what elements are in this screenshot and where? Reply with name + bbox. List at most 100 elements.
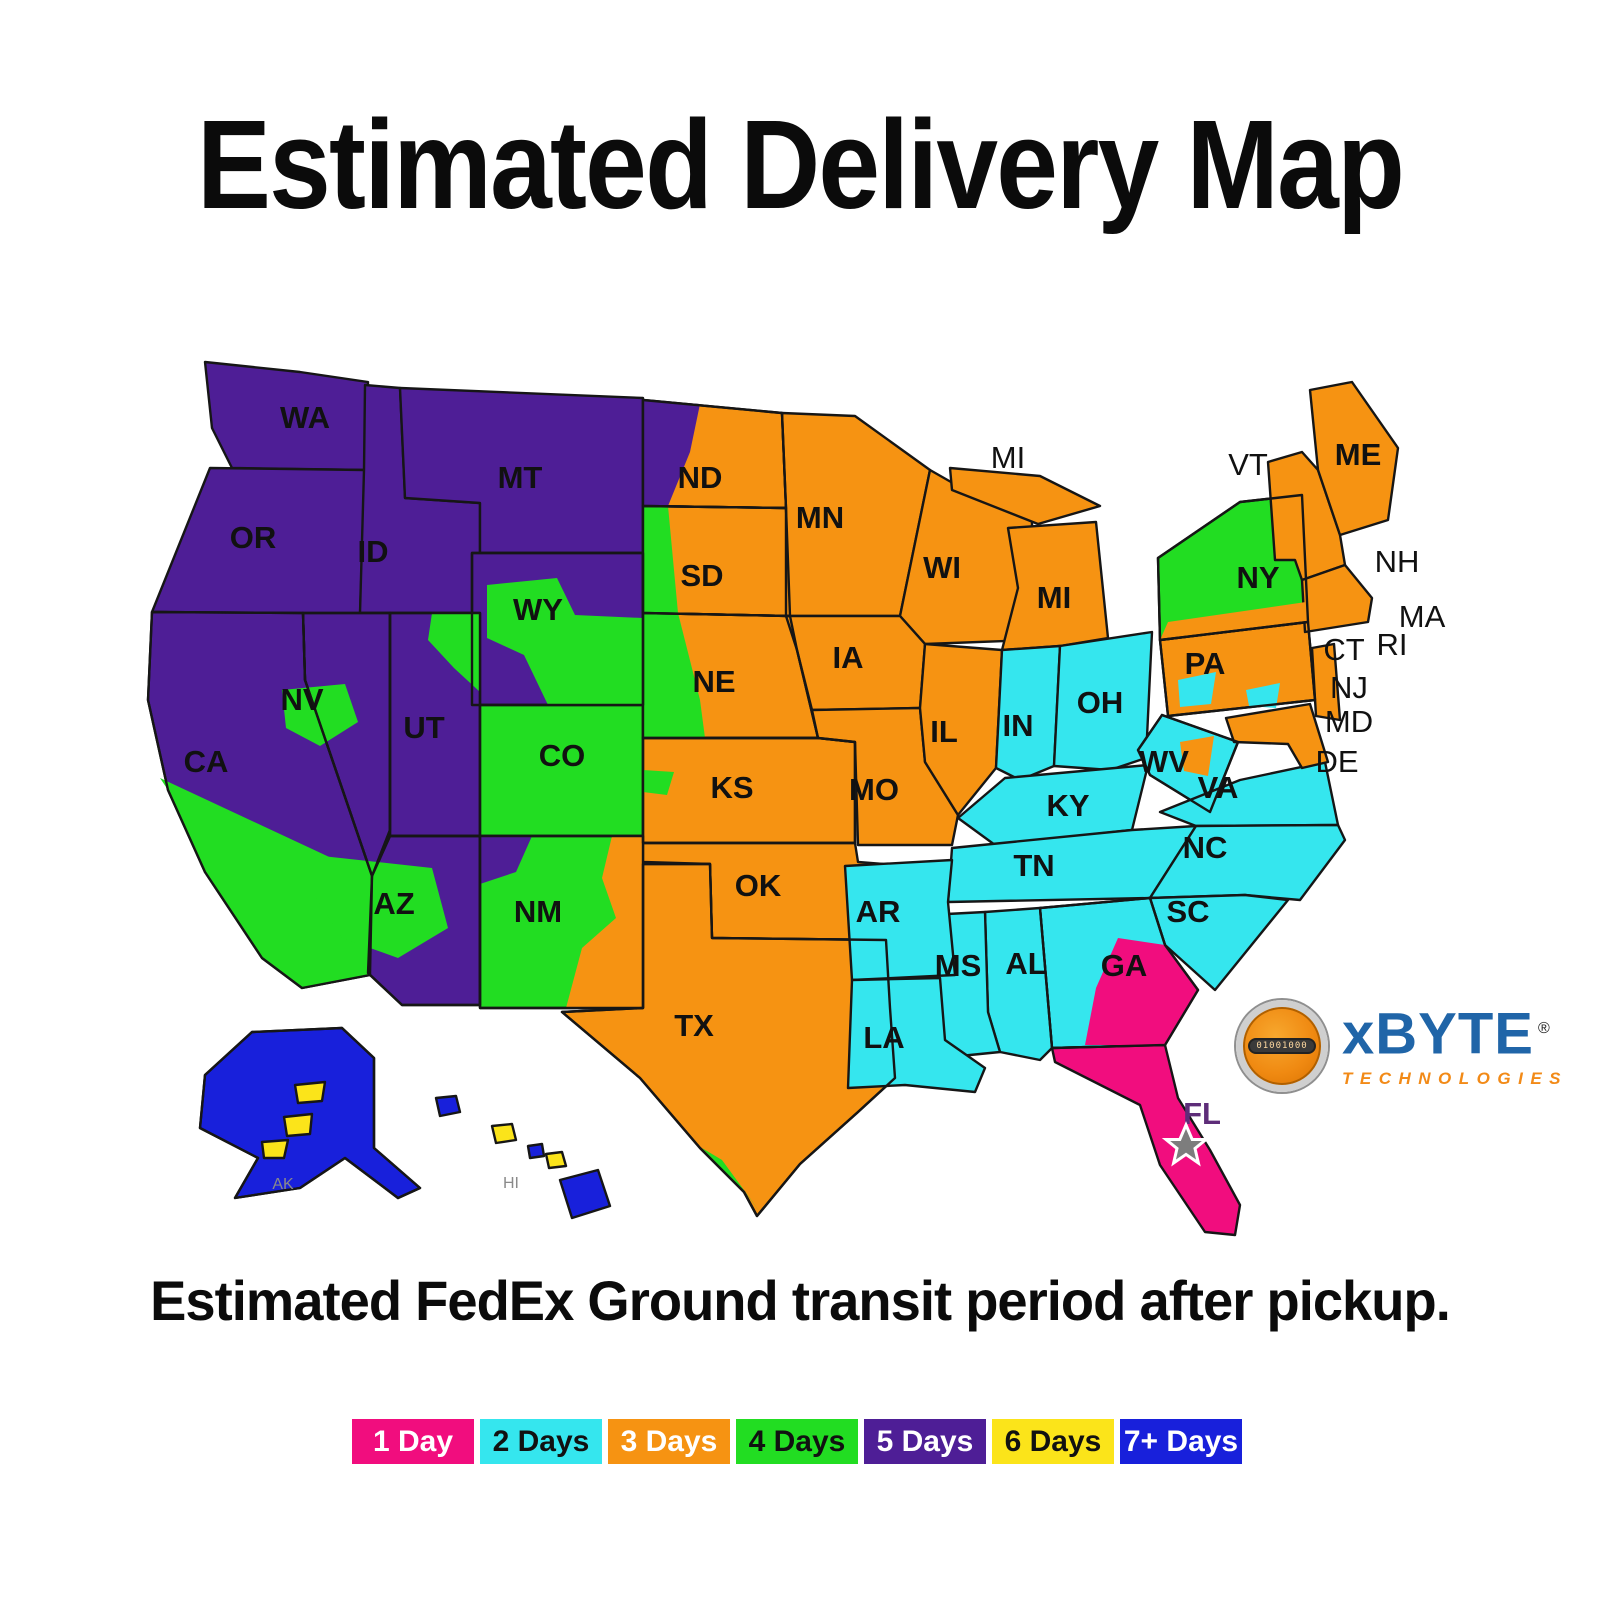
state-mi-upper — [948, 466, 1102, 526]
registered-mark: ® — [1537, 1020, 1551, 1037]
region-ga-southeast — [1085, 938, 1198, 1045]
region-pa-cyan-2 — [1246, 683, 1280, 708]
xbyte-logo-text: xBYTE ® TECHNOLOGIES — [1342, 1000, 1568, 1089]
map-label-nd-4: ND — [678, 460, 723, 495]
border-wy — [470, 551, 645, 707]
xbyte-sub-brand: TECHNOLOGIES — [1342, 1069, 1569, 1089]
border-pa — [1158, 620, 1317, 718]
border-ca — [146, 610, 374, 990]
map-label-ky-35: KY — [1046, 788, 1089, 823]
legend-item-2: 2 Days — [480, 1419, 602, 1464]
map-label-in-25: IN — [1003, 708, 1034, 743]
map-label-ny-16: NY — [1236, 560, 1279, 595]
border-ak — [198, 1026, 422, 1200]
map-label-co-30: CO — [539, 738, 586, 773]
region-nm-northwest — [480, 836, 532, 884]
map-label-wa-0: WA — [280, 400, 330, 435]
region-wv-orange — [1180, 736, 1214, 776]
border-ga — [1038, 896, 1200, 1050]
map-label-ia-23: IA — [833, 640, 864, 675]
map-label-oh-24: OH — [1077, 685, 1124, 720]
map-label-fl-48: FL — [1183, 1096, 1221, 1131]
legend-item-5: 5 Days — [864, 1419, 986, 1464]
region-ak-yellow-2 — [282, 1112, 314, 1138]
map-label-ms-43: MS — [935, 948, 982, 983]
map-label-nj-18: NJ — [1330, 670, 1368, 705]
map-label-il-26: IL — [930, 714, 958, 749]
map-label-mt-1: MT — [498, 460, 543, 495]
region-ca-south — [160, 778, 370, 988]
map-label-ne-22: NE — [692, 664, 735, 699]
xbyte-brand: xBYTE ® — [1342, 1000, 1568, 1063]
region-nm-east — [566, 836, 643, 1008]
map-label-ar-40: AR — [856, 894, 901, 929]
region-nd-west — [643, 400, 700, 506]
map-label-mi-9: MI — [1037, 580, 1071, 615]
map-label-ma-13: MA — [1399, 599, 1446, 634]
region-sd-west — [643, 506, 678, 613]
region-az-green — [316, 856, 448, 958]
state-ar — [843, 858, 957, 982]
border-tx — [560, 862, 897, 1218]
map-label-ga-45: GA — [1101, 948, 1148, 983]
hawaii-island-4 — [544, 1150, 568, 1170]
map-label-la-46: LA — [863, 1020, 904, 1055]
hawaii-island-2 — [490, 1122, 518, 1145]
map-label-wi-7: WI — [923, 550, 961, 585]
map-label-ks-33: KS — [710, 770, 753, 805]
state-ky — [956, 763, 1150, 847]
map-label-ca-29: CA — [184, 744, 229, 779]
map-label-nv-27: NV — [280, 682, 323, 717]
map-label-ok-38: OK — [735, 868, 782, 903]
map-label-hi-50: HI — [503, 1175, 519, 1192]
xbyte-logo-mark-icon: 01001000 — [1236, 1000, 1328, 1092]
map-label-wy-21: WY — [513, 592, 563, 627]
map-label-tn-37: TN — [1013, 848, 1054, 883]
state-oh — [1052, 630, 1154, 772]
map-label-pa-17: PA — [1185, 646, 1226, 681]
border-ks — [641, 736, 857, 845]
xbyte-logo: 01001000 xBYTE ® TECHNOLOGIES — [1236, 1000, 1568, 1092]
xbyte-logo-binary: 01001000 — [1248, 1038, 1316, 1054]
legend-item-6: 6 Days — [992, 1419, 1114, 1464]
map-label-mo-34: MO — [849, 772, 899, 807]
map-label-al-44: AL — [1005, 946, 1046, 981]
map-label-nm-42: NM — [514, 894, 562, 929]
page-title: Estimated Delivery Map — [196, 94, 1405, 235]
state-in — [994, 644, 1062, 782]
map-label-ak-49: AK — [272, 1176, 294, 1193]
map-label-mi-8: MI — [991, 440, 1025, 475]
legend-item-1: 1 Day — [352, 1419, 474, 1464]
xbyte-brand-word: xBYTE — [1342, 1001, 1534, 1067]
border-ne — [641, 611, 820, 740]
map-label-vt-10: VT — [1228, 447, 1268, 482]
hawaii-island-3 — [526, 1142, 546, 1160]
map-label-id-3: ID — [358, 534, 389, 569]
border-ny — [1156, 493, 1310, 642]
map-label-nc-36: NC — [1183, 830, 1228, 865]
map-label-va-32: VA — [1198, 770, 1239, 805]
map-label-sc-39: SC — [1166, 894, 1209, 929]
origin-star-icon — [1161, 1121, 1211, 1167]
region-ne-west — [643, 613, 705, 738]
region-ut-green — [428, 613, 480, 692]
state-md-de — [1224, 702, 1330, 770]
map-label-wv-31: WV — [1139, 744, 1189, 779]
region-ak-yellow-3 — [260, 1138, 290, 1160]
region-pa-cyan-1 — [1178, 672, 1216, 707]
map-label-de-20: DE — [1315, 744, 1358, 779]
map-label-ri-15: RI — [1377, 627, 1408, 662]
state-ak — [198, 1026, 422, 1200]
map-caption: Estimated FedEx Ground transit period af… — [150, 1269, 1451, 1332]
region-nv-green — [282, 684, 358, 746]
state-labels: WA MT OR ID ND MN SD WI MI MI VT ME NH MA CT RI NY PA NJMD… — [184, 400, 1446, 1193]
state-fl — [1050, 1043, 1242, 1237]
map-label-or-2: OR — [230, 520, 277, 555]
map-label-mn-5: MN — [796, 500, 844, 535]
region-ak-yellow-1 — [293, 1080, 327, 1105]
hawaii-island-1 — [434, 1094, 462, 1118]
border-wv — [1136, 713, 1240, 814]
region-ny-south — [1160, 602, 1308, 640]
legend: 1 Day 2 Days 3 Days 4 Days 5 Days 6 Days 7+ Da… — [352, 1419, 1242, 1464]
hawaii-island-5 — [558, 1168, 612, 1220]
